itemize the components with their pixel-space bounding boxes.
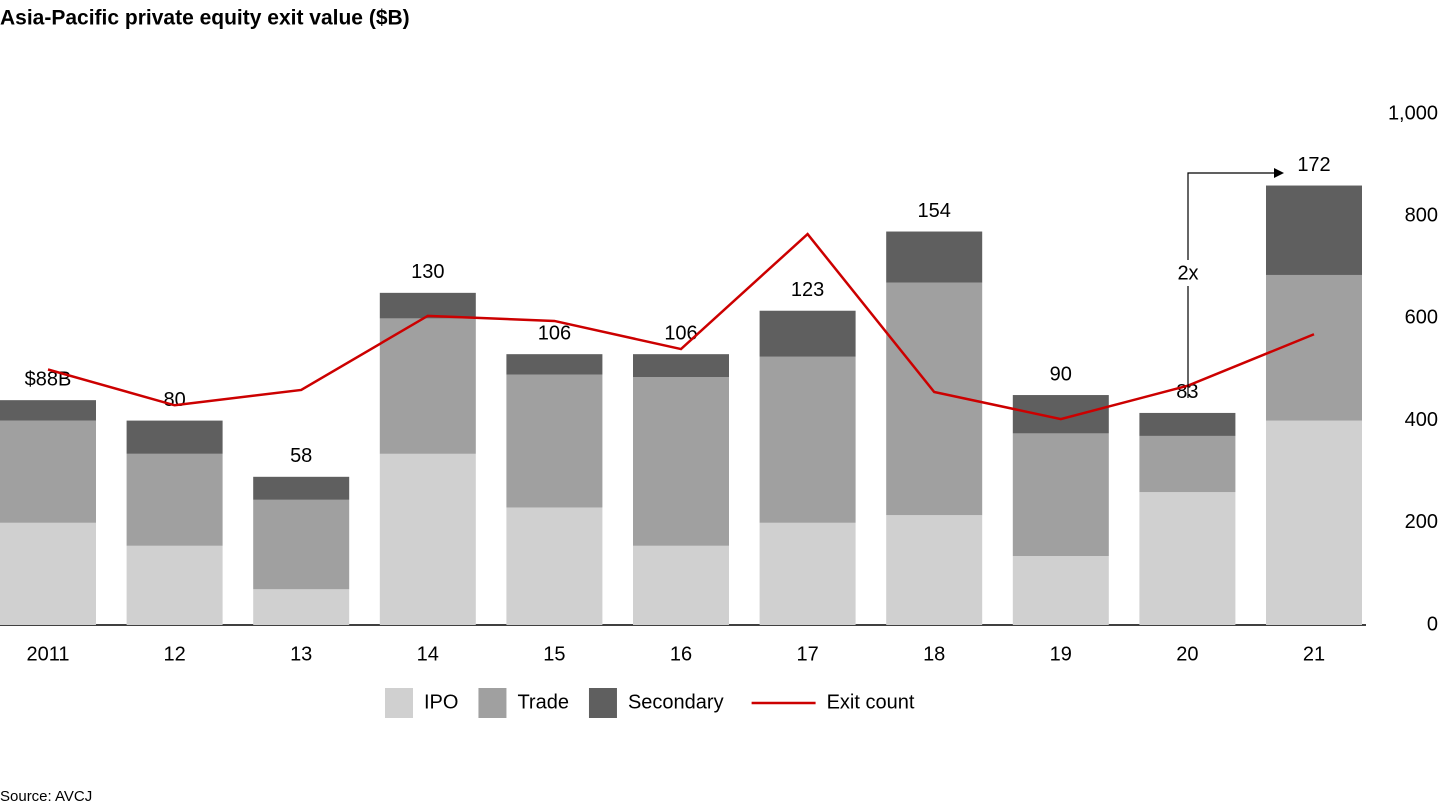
total-label: 90 xyxy=(1050,363,1072,385)
x-tick-label: 16 xyxy=(670,643,692,665)
arrow-head xyxy=(1274,168,1284,178)
x-tick-label: 14 xyxy=(417,643,439,665)
legend-swatch xyxy=(385,688,413,718)
total-label: 123 xyxy=(791,279,824,301)
bar-segment xyxy=(506,507,603,625)
bar-segment xyxy=(379,292,476,319)
bar-segment xyxy=(506,354,603,375)
bar-segment xyxy=(1266,420,1362,625)
total-label: $88B xyxy=(25,368,72,390)
total-label: 106 xyxy=(664,322,697,344)
bar-segment xyxy=(253,499,350,590)
exit-count-line xyxy=(47,232,1315,421)
total-label: 58 xyxy=(290,445,312,467)
x-tick-label: 2011 xyxy=(26,643,69,665)
x-tick-label: 18 xyxy=(923,643,945,665)
bar-segment xyxy=(886,515,983,625)
chart-title: Asia-Pacific private equity exit value (… xyxy=(0,7,410,30)
x-tick-label: 15 xyxy=(543,643,565,665)
y2-tick-label: 1,000 xyxy=(1388,102,1438,124)
legend-label: IPO xyxy=(424,691,458,713)
bar-segment xyxy=(1139,492,1236,625)
x-tick-label: 17 xyxy=(796,643,818,665)
x-tick-label: 12 xyxy=(163,643,185,665)
bar-segment xyxy=(1012,395,1109,434)
bar-segment xyxy=(506,374,603,508)
bar-segment xyxy=(759,310,856,357)
y2-tick-label: 800 xyxy=(1405,204,1438,226)
bar-segment xyxy=(379,453,476,625)
bar-segment xyxy=(759,522,856,625)
total-label: 154 xyxy=(918,200,951,222)
source-note: Source: AVCJ xyxy=(0,788,92,805)
x-tick-label: 19 xyxy=(1050,643,1072,665)
bar-segment xyxy=(253,476,350,500)
x-tick-label: 21 xyxy=(1303,643,1325,665)
legend-label: Trade xyxy=(517,691,569,713)
bar-segment xyxy=(0,420,96,523)
arrow-line xyxy=(1187,172,1280,398)
annotation-arrow: 2x xyxy=(1170,168,1284,398)
bar-segment xyxy=(1266,185,1362,275)
y2-tick-label: 600 xyxy=(1405,307,1438,329)
bar-segment xyxy=(126,420,223,454)
bar-segment xyxy=(379,318,476,454)
legend-label: Secondary xyxy=(628,691,724,713)
annotation-text: 2x xyxy=(1177,262,1198,284)
y2-tick-label: 400 xyxy=(1405,409,1438,431)
total-label: 172 xyxy=(1297,154,1330,176)
bar-segment xyxy=(633,377,729,546)
bar-segment xyxy=(633,354,729,378)
bar-segment xyxy=(633,545,729,625)
bar-segment xyxy=(126,453,223,546)
bar-segment xyxy=(126,545,223,625)
bar-segment xyxy=(1139,435,1236,493)
bar-segment xyxy=(886,231,983,283)
total-label: 130 xyxy=(411,261,444,283)
total-label: 80 xyxy=(163,389,185,411)
y2-tick-label: 200 xyxy=(1405,511,1438,533)
legend-swatch xyxy=(478,688,507,718)
bar-segment xyxy=(0,522,96,625)
bar-segment xyxy=(0,400,96,421)
x-tick-label: 20 xyxy=(1176,643,1198,665)
bar-segment xyxy=(1139,412,1236,436)
y2-tick-label: 0 xyxy=(1427,613,1438,635)
legend-label: Exit count xyxy=(827,691,915,713)
annotation-bg xyxy=(1170,260,1206,286)
bar-segment xyxy=(1012,556,1109,625)
bar-segment xyxy=(1012,433,1109,557)
legend-swatch xyxy=(588,688,617,718)
total-label: 106 xyxy=(538,322,571,344)
bar-segment xyxy=(253,589,350,625)
x-tick-label: 13 xyxy=(290,643,312,665)
bar-segment xyxy=(759,356,856,523)
